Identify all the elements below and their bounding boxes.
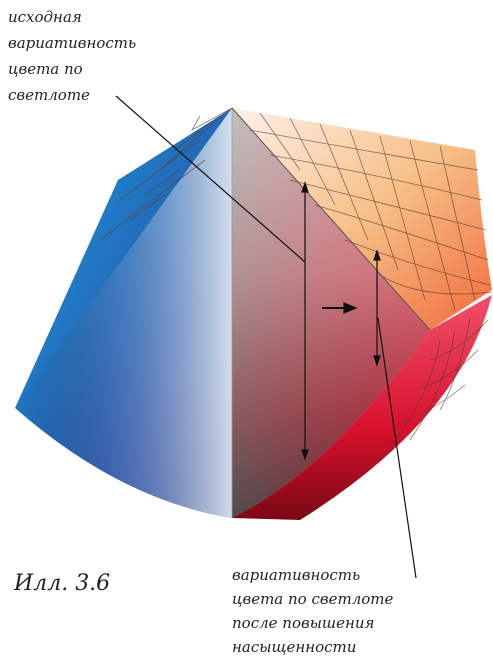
label-line: светлоте xyxy=(8,86,90,104)
label-line: насыщенности xyxy=(232,638,356,656)
gamut-body xyxy=(15,107,493,520)
label-line: цвета по xyxy=(8,60,83,78)
annotations xyxy=(115,95,417,579)
caption: Илл. 3.6 xyxy=(13,571,110,596)
bottom-label: вариативность цвета по светлоте после по… xyxy=(232,566,394,656)
label-line: вариативность xyxy=(232,566,360,584)
top-label: исходная вариативность цвета по светлоте xyxy=(8,8,136,104)
label-line: цвета по светлоте xyxy=(232,590,394,608)
label-line: после повышения xyxy=(232,614,375,632)
label-line: вариативность xyxy=(8,34,136,52)
label-line: исходная xyxy=(8,8,82,26)
